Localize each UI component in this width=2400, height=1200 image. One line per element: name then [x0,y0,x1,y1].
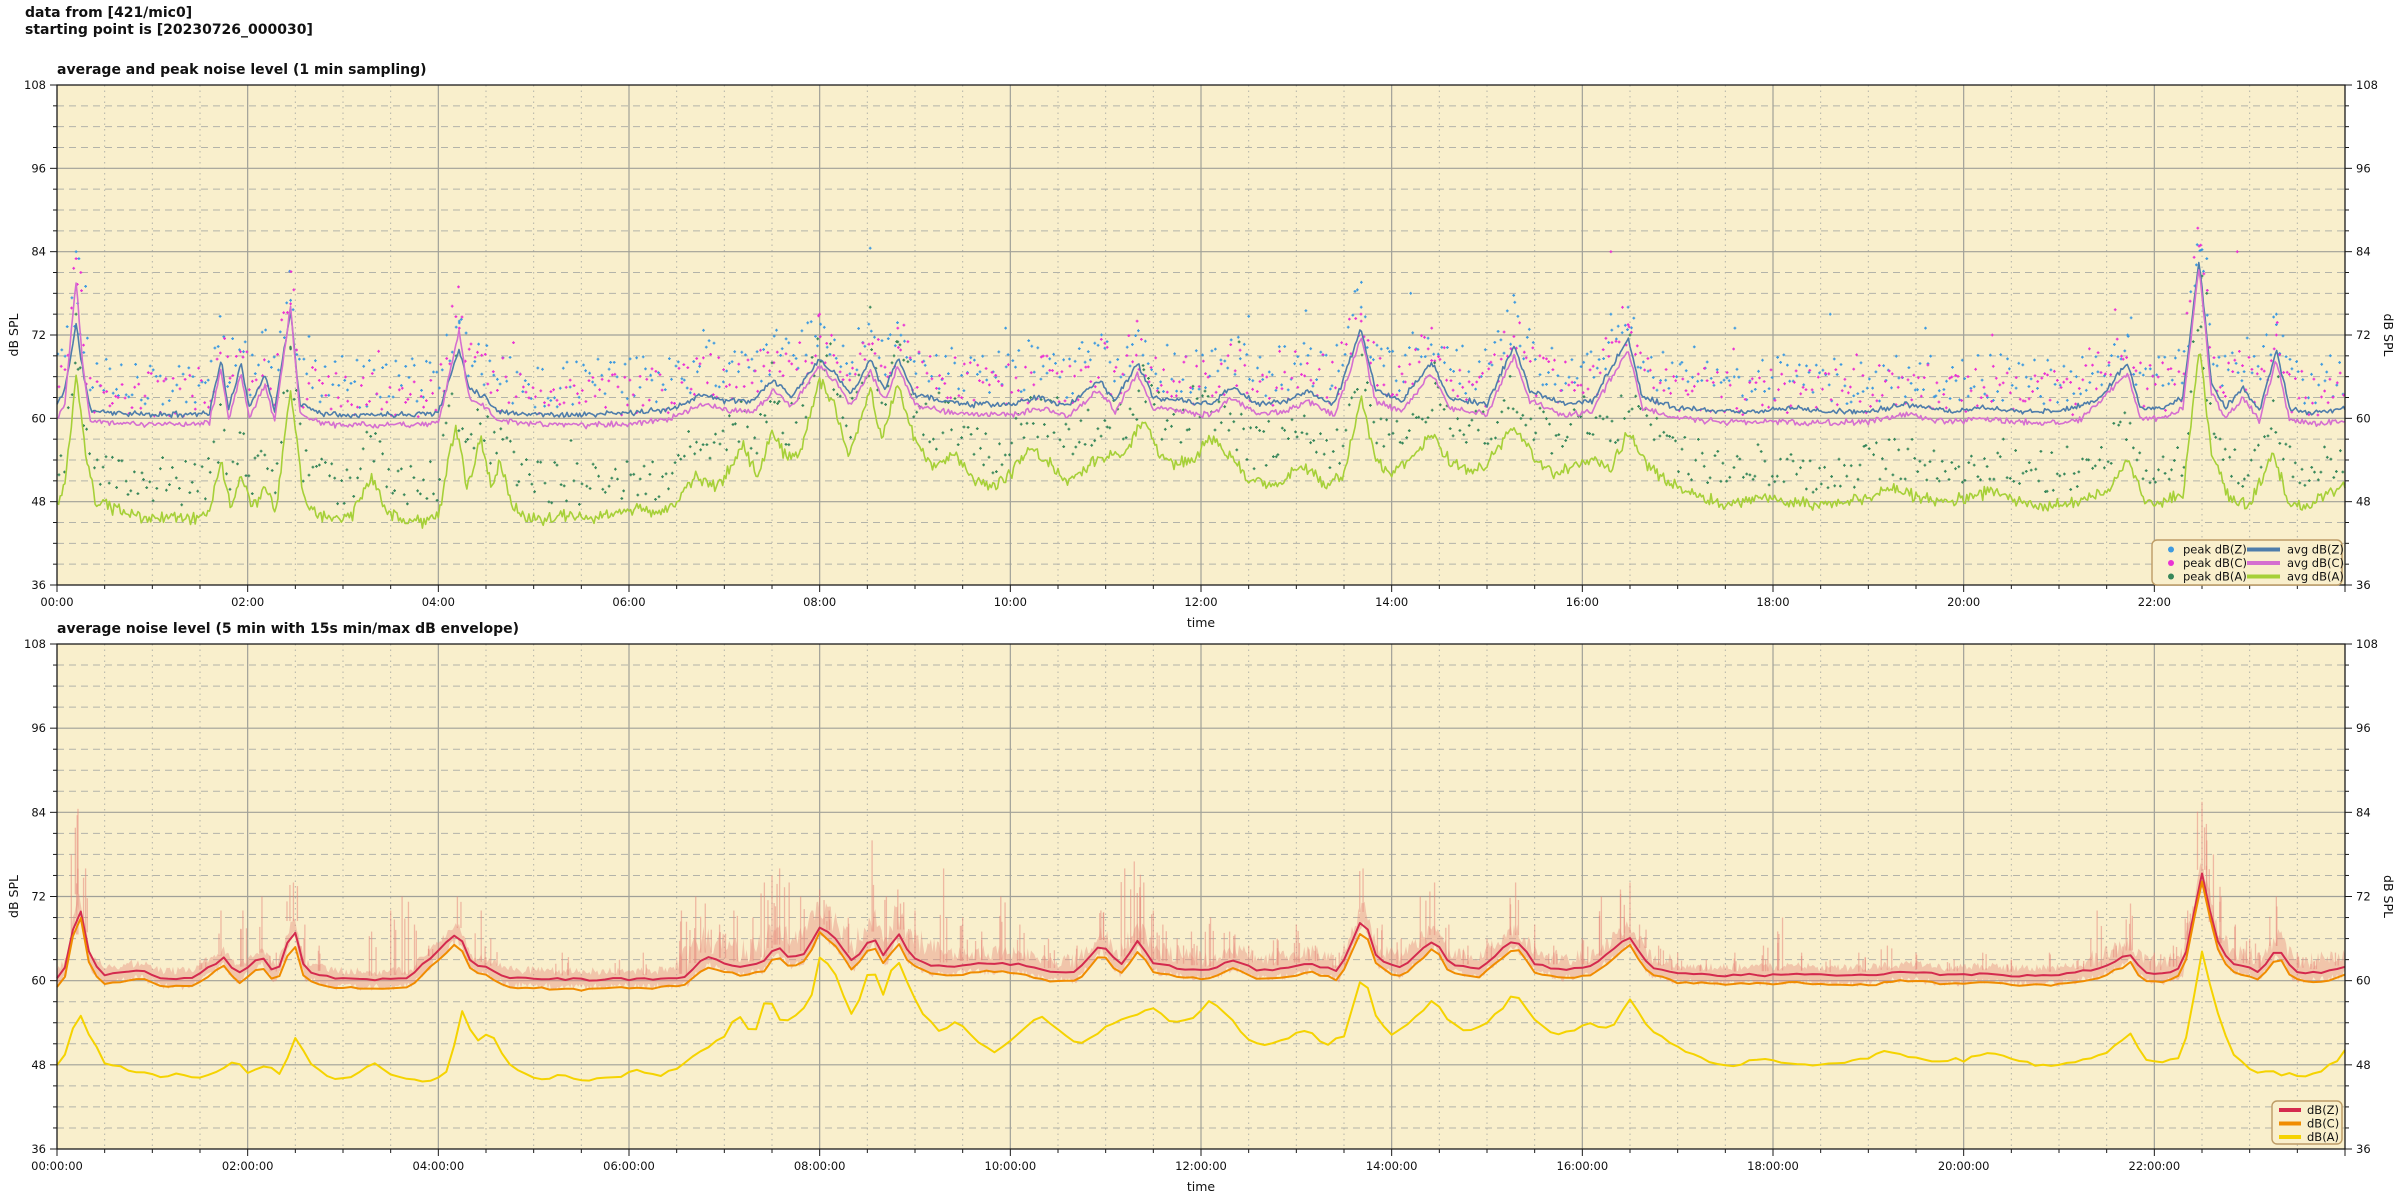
svg-text:48: 48 [2356,1058,2371,1072]
svg-text:08:00: 08:00 [803,595,836,609]
svg-text:10:00: 10:00 [994,595,1027,609]
svg-text:14:00:00: 14:00:00 [1366,1159,1418,1173]
svg-text:20:00: 20:00 [1947,595,1980,609]
svg-text:72: 72 [2356,328,2371,342]
axis-labels: 36 36 48 48 60 60 72 72 84 84 96 96 108 108 00:00 02:00… [6,62,2396,630]
svg-text:108: 108 [24,78,46,92]
svg-text:16:00:00: 16:00:00 [1557,1159,1609,1173]
line-avg-db(a) [56,353,2346,529]
grid-major [57,644,2345,1149]
svg-text:time: time [1187,1179,1216,1194]
chart-top: 36 36 48 48 60 60 72 72 84 84 96 96 108 108 00:00 02:00… [6,62,2396,630]
legend: peak dB(Z)peak dB(C)peak dB(A)avg dB(Z)a… [2151,539,2344,586]
svg-text:72: 72 [31,328,46,342]
svg-text:108: 108 [2356,78,2378,92]
chart-bottom: 36 36 48 48 60 60 72 72 84 84 96 96 108 108 00:00:00 02… [6,621,2396,1194]
svg-text:peak dB(Z): peak dB(Z) [2183,543,2247,557]
svg-text:22:00:00: 22:00:00 [2129,1159,2181,1173]
svg-text:12:00:00: 12:00:00 [1175,1159,1227,1173]
svg-text:36: 36 [2356,1142,2371,1156]
svg-text:36: 36 [31,578,46,592]
svg-text:96: 96 [2356,721,2371,735]
svg-text:avg dB(C): avg dB(C) [2287,556,2344,570]
svg-text:06:00: 06:00 [612,595,645,609]
svg-text:48: 48 [31,495,46,509]
svg-text:12:00: 12:00 [1184,595,1217,609]
chart-title: average noise level (5 min with 15s min/… [57,621,519,637]
line-db(c) [56,880,2346,992]
svg-text:avg dB(A): avg dB(A) [2287,570,2344,584]
line-db(a) [56,950,2346,1083]
svg-text:dB SPL: dB SPL [2381,314,2396,357]
scatter-peak-db(c) [57,226,2345,419]
legend: dB(Z)dB(C)dB(A) [2271,1100,2343,1145]
svg-text:96: 96 [31,161,46,175]
svg-text:18:00: 18:00 [1756,595,1789,609]
envelope-spikes [70,801,2339,976]
svg-text:00:00:00: 00:00:00 [31,1159,83,1173]
svg-text:time: time [1187,615,1216,630]
chart-title: average and peak noise level (1 min samp… [57,62,427,78]
svg-text:00:00: 00:00 [40,595,73,609]
header-line-1: data from [421/mic0] [25,5,193,21]
line-avg-db(c) [56,269,2346,430]
svg-text:06:00:00: 06:00:00 [603,1159,655,1173]
svg-text:84: 84 [2356,245,2371,259]
header-line-2: starting point is [20230726_000030] [25,22,313,38]
svg-text:96: 96 [2356,161,2371,175]
svg-text:20:00:00: 20:00:00 [1938,1159,1990,1173]
svg-text:dB SPL: dB SPL [2381,875,2396,918]
svg-text:108: 108 [24,637,46,651]
axis-ticks [50,643,2352,1156]
svg-text:dB SPL: dB SPL [6,875,21,918]
axis-ticks [50,84,2352,592]
svg-text:dB(C): dB(C) [2307,1117,2339,1131]
svg-text:16:00: 16:00 [1566,595,1599,609]
envelope-band [57,862,2345,991]
svg-text:14:00: 14:00 [1375,595,1408,609]
svg-text:48: 48 [2356,495,2371,509]
axis-labels: 36 36 48 48 60 60 72 72 84 84 96 96 108 108 00:00:00 02… [6,621,2396,1194]
svg-text:60: 60 [31,974,46,988]
svg-text:36: 36 [2356,578,2371,592]
svg-text:22:00: 22:00 [2138,595,2171,609]
svg-text:84: 84 [2356,805,2371,819]
svg-text:dB(A): dB(A) [2307,1130,2339,1144]
line-db(z) [56,872,2346,982]
series-group [56,226,2346,529]
report-header: data from [421/mic0] starting point is [2… [25,5,313,39]
svg-text:48: 48 [31,1058,46,1072]
svg-text:60: 60 [31,411,46,425]
svg-text:02:00:00: 02:00:00 [222,1159,274,1173]
svg-text:72: 72 [2356,890,2371,904]
scatter-peak-db(a) [57,274,2345,507]
svg-text:18:00:00: 18:00:00 [1747,1159,1799,1173]
svg-text:60: 60 [2356,411,2371,425]
svg-text:dB SPL: dB SPL [6,314,21,357]
svg-text:84: 84 [31,245,46,259]
svg-text:02:00: 02:00 [231,595,264,609]
svg-text:08:00:00: 08:00:00 [794,1159,846,1173]
svg-text:60: 60 [2356,974,2371,988]
svg-text:04:00: 04:00 [422,595,455,609]
svg-text:peak dB(C): peak dB(C) [2183,556,2247,570]
svg-text:84: 84 [31,805,46,819]
svg-text:dB(Z): dB(Z) [2307,1103,2339,1117]
svg-text:72: 72 [31,890,46,904]
svg-text:96: 96 [31,721,46,735]
svg-text:04:00:00: 04:00:00 [413,1159,465,1173]
svg-text:avg dB(Z): avg dB(Z) [2287,543,2344,557]
series-group [56,801,2346,1083]
line-avg-db(z) [56,261,2346,419]
svg-text:10:00:00: 10:00:00 [985,1159,1037,1173]
svg-text:108: 108 [2356,637,2378,651]
svg-text:36: 36 [31,1142,46,1156]
svg-text:peak dB(A): peak dB(A) [2183,570,2247,584]
